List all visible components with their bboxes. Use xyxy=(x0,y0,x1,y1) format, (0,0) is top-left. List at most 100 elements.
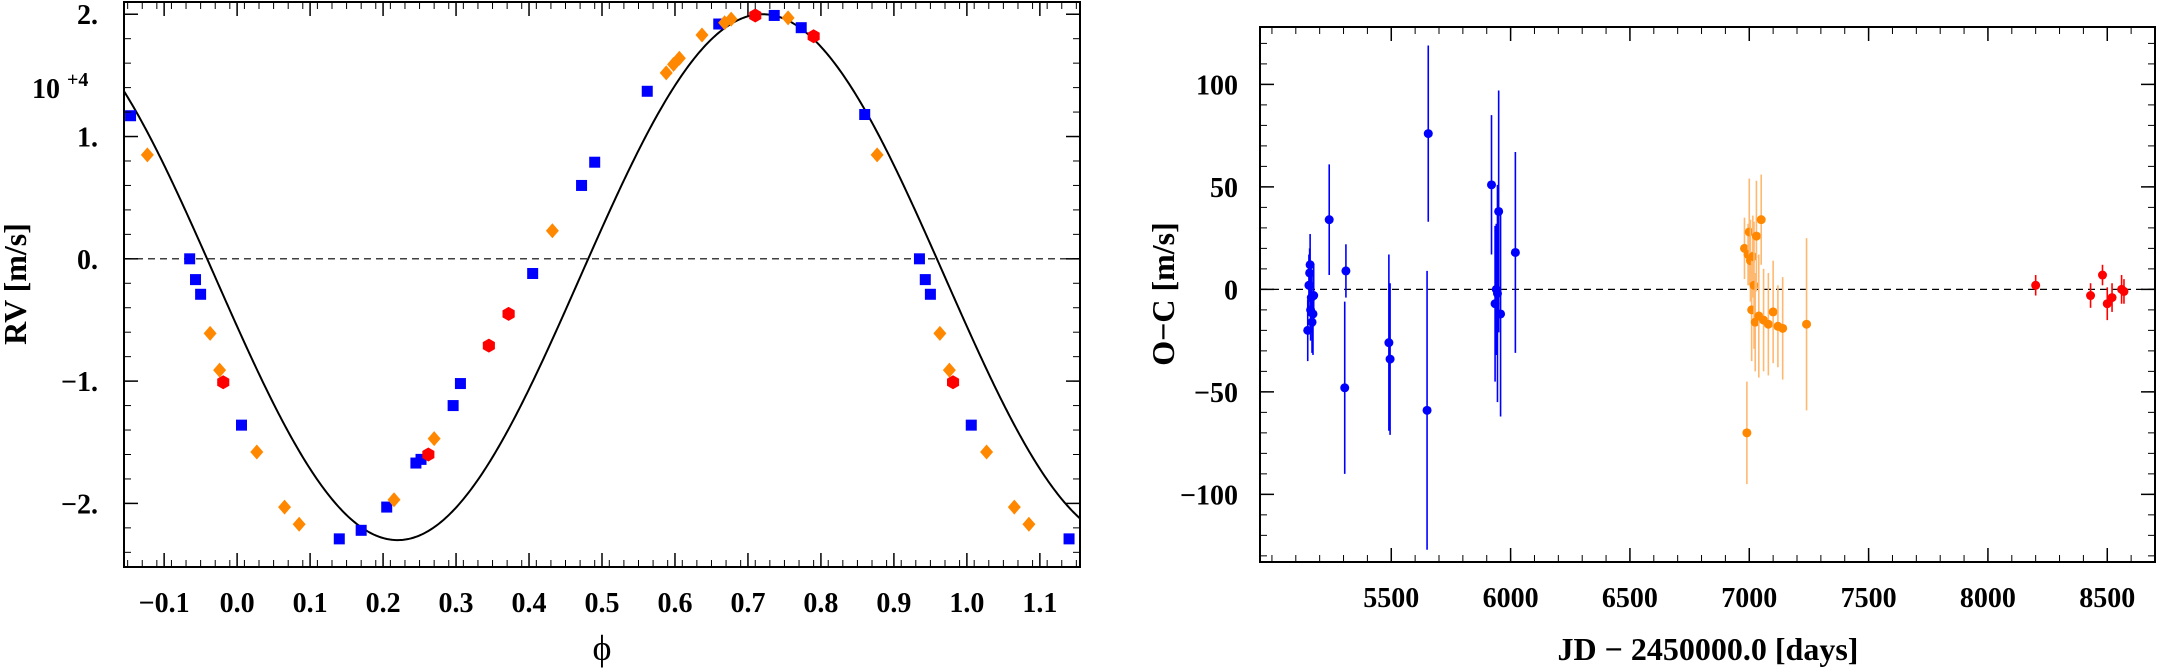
rv-point-blue xyxy=(355,524,367,536)
oc-point-red xyxy=(2097,270,2107,280)
oc-x-tick-label: 6000 xyxy=(1483,583,1539,614)
oc-point-blue xyxy=(1487,180,1497,190)
rv-point-orange xyxy=(724,11,738,27)
oc-point-blue xyxy=(1423,129,1433,139)
rv-point-blue xyxy=(454,378,466,390)
oc-y-tick-label: 100 xyxy=(1196,70,1238,101)
rv-x-tick-label: 1.0 xyxy=(949,588,984,619)
rv-point-blue xyxy=(576,179,588,191)
oc-point-blue xyxy=(1494,206,1504,216)
rv-point-orange xyxy=(203,325,217,341)
rv-point-blue xyxy=(415,453,427,465)
rv-point-blue xyxy=(527,267,539,279)
rv-ticks xyxy=(124,2,1080,567)
oc-point-red xyxy=(2107,293,2117,303)
oc-point-orange xyxy=(1744,227,1754,237)
rv-point-blue xyxy=(641,85,653,97)
oc-point-orange xyxy=(1802,319,1812,329)
rv-point-blue xyxy=(1063,533,1075,545)
rv-x-tick-label: −0.1 xyxy=(139,588,190,619)
oc-point-orange xyxy=(1742,428,1752,438)
oc-plot-frame xyxy=(1259,26,2156,563)
rv-phase-panel: −0.1 0.0 0.1 0.2 0.3 0.4 0.5 0.6 0.7 0.8 0.9 1.0 1.1… xyxy=(0,0,1081,668)
rv-point-orange xyxy=(933,325,947,341)
rv-tick-labels: −0.1 0.0 0.1 0.2 0.3 0.4 0.5 0.6 0.7 0.8 0.9 1.0 1.1… xyxy=(61,0,1057,619)
oc-point-orange xyxy=(1756,215,1766,225)
oc-point-orange xyxy=(1763,319,1773,329)
rv-y-tick-label: −2. xyxy=(61,489,98,520)
rv-plot-frame xyxy=(123,1,1081,568)
rv-x-tick-label: 0.9 xyxy=(876,588,911,619)
rv-point-blue xyxy=(125,110,137,122)
rv-point-blue xyxy=(924,288,936,300)
oc-point-red xyxy=(2119,286,2129,296)
oc-point-blue xyxy=(1384,338,1394,348)
rv-point-blue xyxy=(184,253,196,265)
oc-residual-panel: 5500 6000 6500 7000 7500 8000 8500 −100 −50 0 50 10… xyxy=(1145,26,2156,667)
oc-x-tick-label: 6500 xyxy=(1602,583,1658,614)
rv-model-curve xyxy=(123,13,1081,542)
rv-point-orange xyxy=(781,10,795,26)
oc-point-blue xyxy=(1340,383,1350,393)
oc-point-orange xyxy=(1778,323,1788,333)
rv-x-tick-label: 0.3 xyxy=(439,588,474,619)
rv-x-axis-title: ϕ xyxy=(593,628,612,668)
oc-point-blue xyxy=(1492,288,1502,298)
rv-point-blue xyxy=(919,274,931,286)
rv-scale-base: 10 xyxy=(32,74,60,105)
oc-y-tick-label: 50 xyxy=(1210,173,1238,204)
rv-point-red xyxy=(947,375,960,390)
oc-x-tick-label: 5500 xyxy=(1363,583,1419,614)
rv-x-tick-label: 0.8 xyxy=(803,588,838,619)
oc-x-tick-label: 7500 xyxy=(1841,583,1897,614)
rv-point-red xyxy=(502,306,515,321)
rv-y-axis-title: RV [m/s] xyxy=(0,223,33,345)
oc-y-tick-label: 0 xyxy=(1224,275,1238,306)
rv-point-orange xyxy=(695,27,709,43)
oc-point-orange xyxy=(1768,307,1778,317)
oc-tick-labels: 5500 6000 6500 7000 7500 8000 8500 −100 −50 0 50 10… xyxy=(1180,70,2135,614)
rv-point-blue xyxy=(190,274,202,286)
rv-point-orange xyxy=(1022,516,1036,532)
oc-point-red xyxy=(2102,299,2112,309)
oc-point-blue xyxy=(1510,247,1520,257)
rv-point-blue xyxy=(381,501,393,513)
rv-y-tick-label: 2. xyxy=(77,0,98,31)
rv-point-orange xyxy=(980,444,994,460)
oc-point-blue xyxy=(1496,309,1506,319)
rv-y-tick-label: 0. xyxy=(77,245,98,276)
oc-y-tick-label: −100 xyxy=(1180,480,1238,511)
rv-y-tick-label: −1. xyxy=(61,367,98,398)
rv-x-tick-label: 0.6 xyxy=(657,588,692,619)
rv-x-tick-label: 0.1 xyxy=(293,588,328,619)
oc-point-red xyxy=(2086,291,2096,301)
rv-point-blue xyxy=(333,533,345,545)
rv-y-tick-label: 1. xyxy=(77,123,98,154)
oc-point-blue xyxy=(1385,354,1395,364)
oc-point-blue xyxy=(1422,405,1432,415)
rv-point-orange xyxy=(870,147,884,163)
rv-point-orange xyxy=(213,362,227,378)
oc-point-orange xyxy=(1748,252,1758,262)
rv-point-blue xyxy=(859,109,871,121)
rv-x-tick-label: 0.4 xyxy=(512,588,547,619)
rv-x-tick-label: 0.5 xyxy=(585,588,620,619)
rv-point-red xyxy=(482,338,495,353)
oc-ticks xyxy=(1260,27,2156,562)
rv-x-tick-label: 0.0 xyxy=(220,588,255,619)
rv-point-orange xyxy=(1007,499,1021,515)
oc-x-tick-label: 7000 xyxy=(1721,583,1777,614)
rv-point-orange xyxy=(140,147,154,163)
oc-x-axis-title: JD − 2450000.0 [days] xyxy=(1558,631,1859,667)
rv-point-orange xyxy=(278,499,292,515)
rv-point-orange xyxy=(427,431,441,447)
rv-data-points xyxy=(125,8,1075,545)
rv-point-blue xyxy=(795,22,807,34)
rv-point-blue xyxy=(589,156,601,168)
rv-point-red xyxy=(749,8,762,23)
oc-point-orange xyxy=(1751,231,1761,241)
rv-x-tick-label: 1.1 xyxy=(1022,588,1057,619)
rv-x-tick-label: 0.2 xyxy=(366,588,401,619)
rv-point-orange xyxy=(672,50,686,66)
rv-point-blue xyxy=(965,419,977,431)
